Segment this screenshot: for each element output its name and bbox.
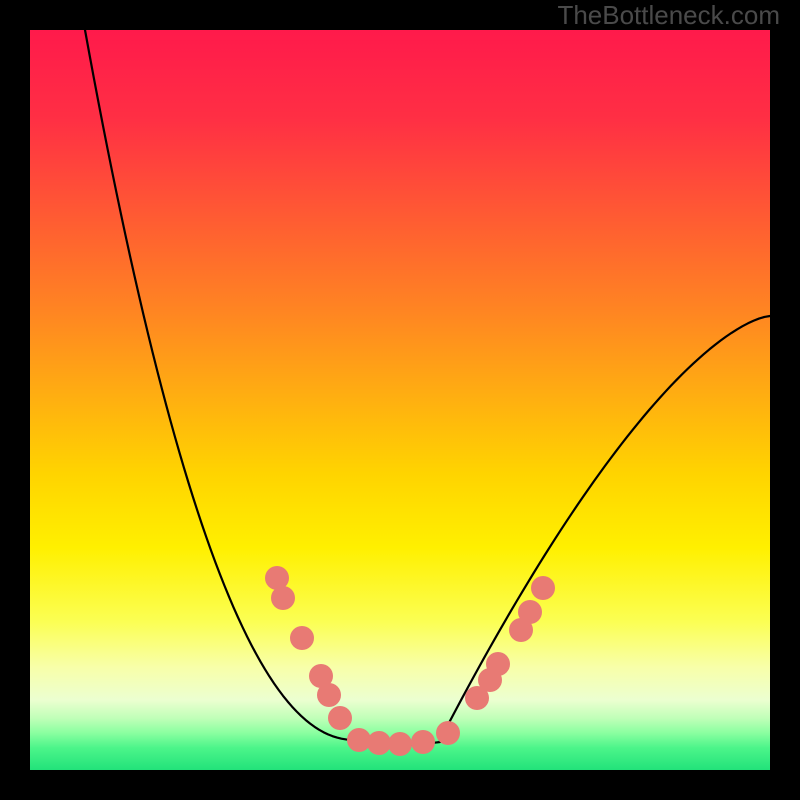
data-marker [531,576,555,600]
data-marker [367,731,391,755]
data-marker [411,730,435,754]
bottleneck-chart: TheBottleneck.com [0,0,800,800]
watermark-text: TheBottleneck.com [557,0,780,30]
data-marker [271,586,295,610]
data-marker [290,626,314,650]
data-marker [328,706,352,730]
data-marker [436,721,460,745]
data-marker [518,600,542,624]
data-marker [486,652,510,676]
data-marker [317,683,341,707]
chart-container: TheBottleneck.com [0,0,800,800]
data-marker [388,732,412,756]
